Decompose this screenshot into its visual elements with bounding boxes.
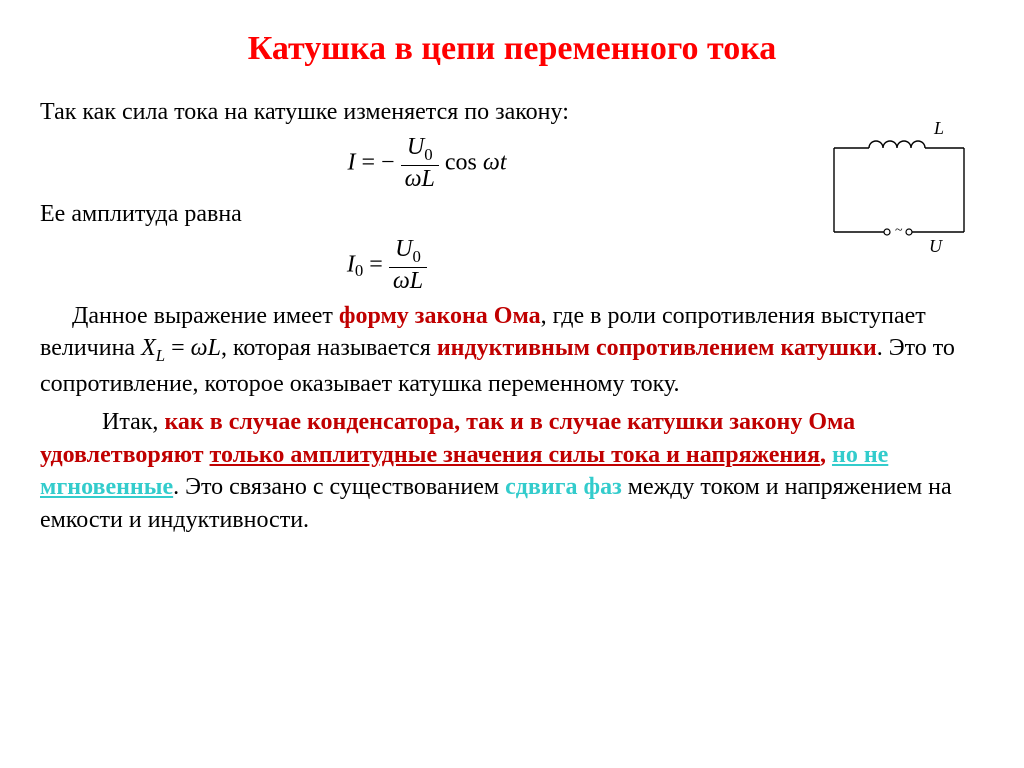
paragraph-conclusion: Итак, как в случае конденсатора, так и в… xyxy=(40,406,984,536)
p2-s7: сдвига фаз xyxy=(505,474,622,500)
formula-current: I = − U0 ωL cos ωt xyxy=(40,134,814,192)
p1-s5: индуктивным сопротивлением катушки xyxy=(437,335,877,361)
intro-text-span: Так как сила тока на катушке изменяется … xyxy=(40,99,569,125)
p2-s4: , xyxy=(820,442,832,468)
f2-lhs: I xyxy=(347,252,355,278)
f1-eq: = − xyxy=(361,150,394,176)
circuit-diagram: L ~ U xyxy=(824,120,974,260)
circuit-label-U: U xyxy=(929,236,943,256)
f2-fraction: U0 ωL xyxy=(389,236,427,294)
paragraph-ohm-form: Данное выражение имеет форму закона Ома,… xyxy=(40,300,984,400)
ac-symbol: ~ xyxy=(895,223,903,238)
amp-label: Ее амплитуда равна xyxy=(40,198,814,230)
p1-s2: форму закона Ома xyxy=(339,303,541,329)
p2-s6: . Это связано с существованием xyxy=(173,474,505,500)
p1-s1: Данное выражение имеет xyxy=(72,303,339,329)
p1-xl-sub: L xyxy=(156,346,165,365)
p1-xl: X xyxy=(141,335,156,361)
title-text: Катушка в цепи переменного тока xyxy=(248,30,777,67)
f1-lhs: I xyxy=(347,150,355,176)
f1-fraction: U0 ωL xyxy=(401,134,439,192)
p2-s1: Итак, xyxy=(102,409,164,435)
circuit-label-L: L xyxy=(933,120,944,138)
f2-eq: = xyxy=(369,252,389,278)
p2-s3: только амплитудные значения силы тока и … xyxy=(210,442,820,468)
p1-eq: = ωL xyxy=(165,335,221,361)
f1-suffix: cos ωt xyxy=(445,150,507,176)
amp-label-text: Ее амплитуда равна xyxy=(40,201,242,227)
page-title: Катушка в цепи переменного тока xyxy=(40,30,984,68)
intro-text: Так как сила тока на катушке изменяется … xyxy=(40,96,814,128)
p1-s4: , которая называется xyxy=(221,335,437,361)
formula-amplitude: I0 = U0 ωL xyxy=(40,236,814,294)
